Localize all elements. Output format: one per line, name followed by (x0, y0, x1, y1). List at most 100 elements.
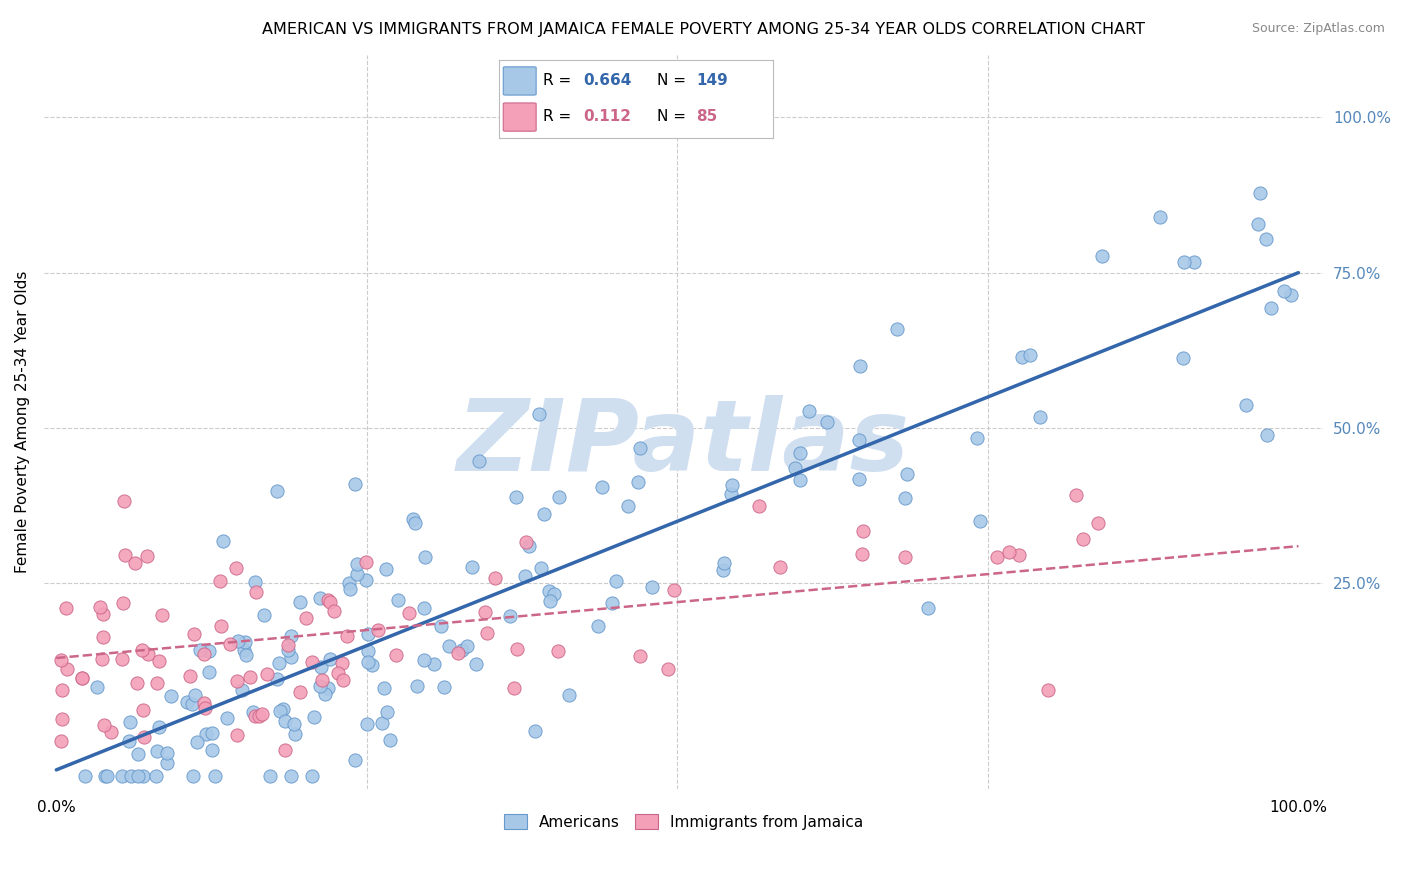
Point (110, 769, 132, 783)
Point (537, 584, 560, 599)
Point (515, 568, 537, 582)
Point (194, 701, 217, 715)
Point (193, 647, 215, 661)
Point (499, 609, 522, 624)
Text: Source: ZipAtlas.com: Source: ZipAtlas.com (1251, 22, 1385, 36)
Point (235, 648, 257, 662)
FancyBboxPatch shape (503, 67, 536, 95)
Point (815, 415, 838, 429)
Point (309, 679, 332, 693)
Point (465, 657, 488, 671)
Point (467, 454, 489, 468)
Point (316, 681, 339, 695)
Point (713, 556, 735, 570)
Point (131, 703, 153, 717)
Point (398, 606, 420, 620)
Point (627, 475, 650, 490)
Point (318, 595, 340, 609)
Point (89, 600, 111, 615)
Point (120, 714, 142, 729)
Point (387, 592, 409, 607)
Point (111, 596, 134, 610)
Point (259, 769, 281, 783)
Point (204, 769, 226, 783)
Y-axis label: Female Poverty Among 25-34 Year Olds: Female Poverty Among 25-34 Year Olds (15, 270, 30, 573)
Point (433, 680, 456, 694)
Point (344, 753, 367, 767)
Point (232, 643, 254, 657)
Point (156, 746, 179, 760)
Point (354, 555, 377, 569)
Point (86, 681, 108, 695)
Point (70, 671, 93, 685)
Point (93, 607, 115, 621)
Text: AMERICAN VS IMMIGRANTS FROM JAMAICA FEMALE POVERTY AMONG 25-34 YEAR OLDS CORRELA: AMERICAN VS IMMIGRANTS FROM JAMAICA FEMA… (262, 22, 1144, 37)
Point (218, 637, 240, 651)
Point (848, 359, 870, 373)
Point (250, 707, 273, 722)
Point (969, 514, 991, 528)
Point (664, 583, 686, 598)
Point (1171, 351, 1194, 365)
Point (266, 673, 288, 687)
Point (423, 657, 446, 672)
Point (447, 646, 470, 660)
Point (188, 643, 211, 657)
Point (506, 641, 529, 656)
Point (277, 638, 299, 652)
Point (375, 705, 398, 719)
Point (628, 442, 651, 456)
Point (1272, 285, 1295, 299)
Point (605, 574, 627, 588)
Point (1064, 488, 1087, 502)
Point (591, 480, 613, 494)
Point (401, 512, 423, 526)
Point (193, 696, 215, 710)
Point (75, 769, 97, 783)
Point (280, 629, 302, 643)
Point (332, 657, 354, 671)
Point (283, 717, 305, 731)
Point (100, 725, 122, 739)
Point (267, 656, 290, 670)
Point (274, 742, 297, 756)
Point (1149, 211, 1171, 225)
Point (367, 623, 389, 637)
Point (93, 718, 115, 732)
Point (797, 403, 820, 417)
Point (148, 720, 170, 734)
Point (118, 734, 141, 748)
Point (783, 461, 806, 475)
Point (986, 549, 1008, 564)
Point (332, 673, 354, 688)
Point (461, 560, 484, 574)
Point (346, 558, 368, 572)
Point (243, 709, 266, 723)
Point (720, 487, 742, 501)
Point (337, 576, 360, 591)
Point (558, 689, 581, 703)
Point (789, 474, 811, 488)
Point (413, 600, 436, 615)
Point (94, 769, 117, 783)
Point (159, 690, 181, 704)
Point (1279, 288, 1302, 302)
Point (301, 769, 323, 783)
Point (517, 539, 540, 553)
Point (309, 591, 332, 605)
Point (120, 769, 142, 783)
Point (547, 644, 569, 658)
Point (127, 747, 149, 761)
Point (198, 643, 221, 657)
Point (269, 705, 291, 719)
Point (274, 714, 297, 728)
Text: 0.112: 0.112 (582, 109, 631, 124)
Point (373, 681, 395, 696)
Point (148, 655, 170, 669)
Point (194, 727, 217, 741)
Point (371, 716, 394, 731)
Point (1029, 409, 1052, 424)
Point (524, 723, 547, 738)
Point (356, 716, 378, 731)
Point (484, 571, 506, 585)
